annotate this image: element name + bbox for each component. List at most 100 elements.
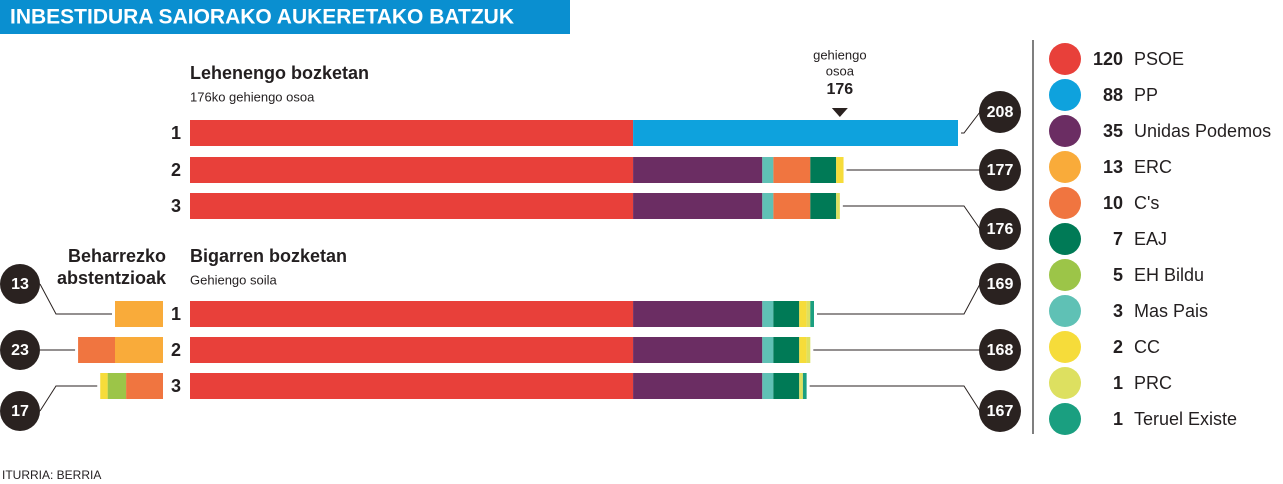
group-subtitle: 176ko gehiengo osoa — [190, 89, 315, 104]
leader-line — [961, 111, 981, 134]
bar-segment — [810, 157, 837, 183]
title-bar — [0, 0, 570, 34]
total-label: 167 — [987, 403, 1014, 420]
legend-swatch — [1049, 403, 1081, 435]
bar-segment — [762, 337, 774, 363]
bar-segment — [190, 373, 634, 399]
row-label: 3 — [171, 196, 181, 216]
legend-seats: 13 — [1103, 157, 1123, 177]
bar-segment — [633, 373, 763, 399]
legend-name: EH Bildu — [1134, 265, 1204, 285]
leader-line — [817, 283, 981, 315]
total-badge — [0, 391, 40, 431]
total-badge — [979, 208, 1021, 250]
bar-segment — [190, 301, 634, 327]
bar-segment — [806, 337, 811, 363]
legend-swatch — [1049, 223, 1081, 255]
abstention-segment — [115, 337, 163, 363]
group-subtitle: Gehiengo soila — [190, 272, 277, 287]
row-label: 3 — [171, 376, 181, 396]
bar-segment — [810, 301, 814, 327]
legend-name: Teruel Existe — [1134, 409, 1237, 429]
bar-segment — [802, 373, 807, 399]
legend-swatch — [1049, 367, 1081, 399]
bar-segment — [810, 193, 837, 219]
abstention-segment — [100, 373, 108, 399]
legend-seats: 35 — [1103, 121, 1123, 141]
row-label: 2 — [171, 340, 181, 360]
abstention-total: 13 — [11, 276, 29, 293]
legend-seats: 7 — [1113, 229, 1123, 249]
bar-segment — [633, 193, 763, 219]
total-label: 177 — [987, 162, 1014, 179]
legend-swatch — [1049, 79, 1081, 111]
legend-seats: 120 — [1093, 49, 1123, 69]
legend-seats: 1 — [1113, 409, 1123, 429]
bar-segment — [836, 193, 840, 219]
row-label: 1 — [171, 123, 181, 143]
legend-seats: 2 — [1113, 337, 1123, 357]
bar-segment — [799, 373, 803, 399]
bar-segment — [762, 193, 774, 219]
total-badge — [979, 263, 1021, 305]
legend-seats: 10 — [1103, 193, 1123, 213]
legend-name: ERC — [1134, 157, 1172, 177]
legend-swatch — [1049, 43, 1081, 75]
leader-line — [39, 283, 112, 315]
leader-line — [842, 205, 981, 230]
leader-line — [39, 385, 98, 412]
abstention-title: Beharrezko — [68, 246, 166, 266]
bar-segment — [762, 301, 774, 327]
total-badge — [979, 329, 1021, 371]
total-label: 168 — [987, 342, 1014, 359]
abstention-title: abstentzioak — [57, 268, 167, 288]
majority-label: gehiengo — [813, 47, 867, 62]
legend-seats: 5 — [1113, 265, 1123, 285]
total-badge — [979, 91, 1021, 133]
legend-swatch — [1049, 295, 1081, 327]
source: ITURRIA: BERRIA — [2, 468, 101, 482]
bar-segment — [762, 373, 774, 399]
abstention-segment — [115, 301, 163, 327]
abstention-segment — [126, 373, 163, 399]
legend-seats: 1 — [1113, 373, 1123, 393]
bar-segment — [190, 157, 634, 183]
legend-swatch — [1049, 115, 1081, 147]
row-label: 2 — [171, 160, 181, 180]
legend-name: CC — [1134, 337, 1160, 357]
legend-swatch — [1049, 259, 1081, 291]
total-label: 169 — [987, 276, 1014, 293]
total-badge — [979, 390, 1021, 432]
bar-segment — [773, 373, 800, 399]
legend-name: EAJ — [1134, 229, 1167, 249]
legend-seats: 88 — [1103, 85, 1123, 105]
chart-title: INBESTIDURA SAIORAKO AUKERETAKO BATZUK — [10, 6, 514, 29]
bar-segment — [190, 337, 634, 363]
legend-seats: 3 — [1113, 301, 1123, 321]
legend-swatch — [1049, 151, 1081, 183]
total-badge — [979, 149, 1021, 191]
legend-name: PP — [1134, 85, 1158, 105]
bar-segment — [773, 157, 811, 183]
bar-segment — [633, 301, 763, 327]
bar-segment — [190, 120, 634, 146]
abstention-segment — [78, 337, 115, 363]
bar-segment — [806, 301, 811, 327]
legend-swatch — [1049, 331, 1081, 363]
majority-marker — [831, 108, 848, 117]
abstention-segment — [107, 373, 127, 399]
legend-name: Unidas Podemos — [1134, 121, 1271, 141]
legend-swatch — [1049, 187, 1081, 219]
bar-segment — [633, 157, 763, 183]
bar-segment — [773, 193, 811, 219]
bar-segment — [773, 301, 800, 327]
bar-segment — [836, 157, 844, 183]
legend-name: PSOE — [1134, 49, 1184, 69]
legend-name: PRC — [1134, 373, 1172, 393]
majority-label: osoa — [826, 63, 855, 78]
total-label: 208 — [987, 104, 1014, 121]
group-title: Bigarren bozketan — [190, 246, 347, 266]
abstention-total: 23 — [11, 342, 29, 359]
bar-segment — [633, 337, 763, 363]
total-badge — [0, 330, 40, 370]
